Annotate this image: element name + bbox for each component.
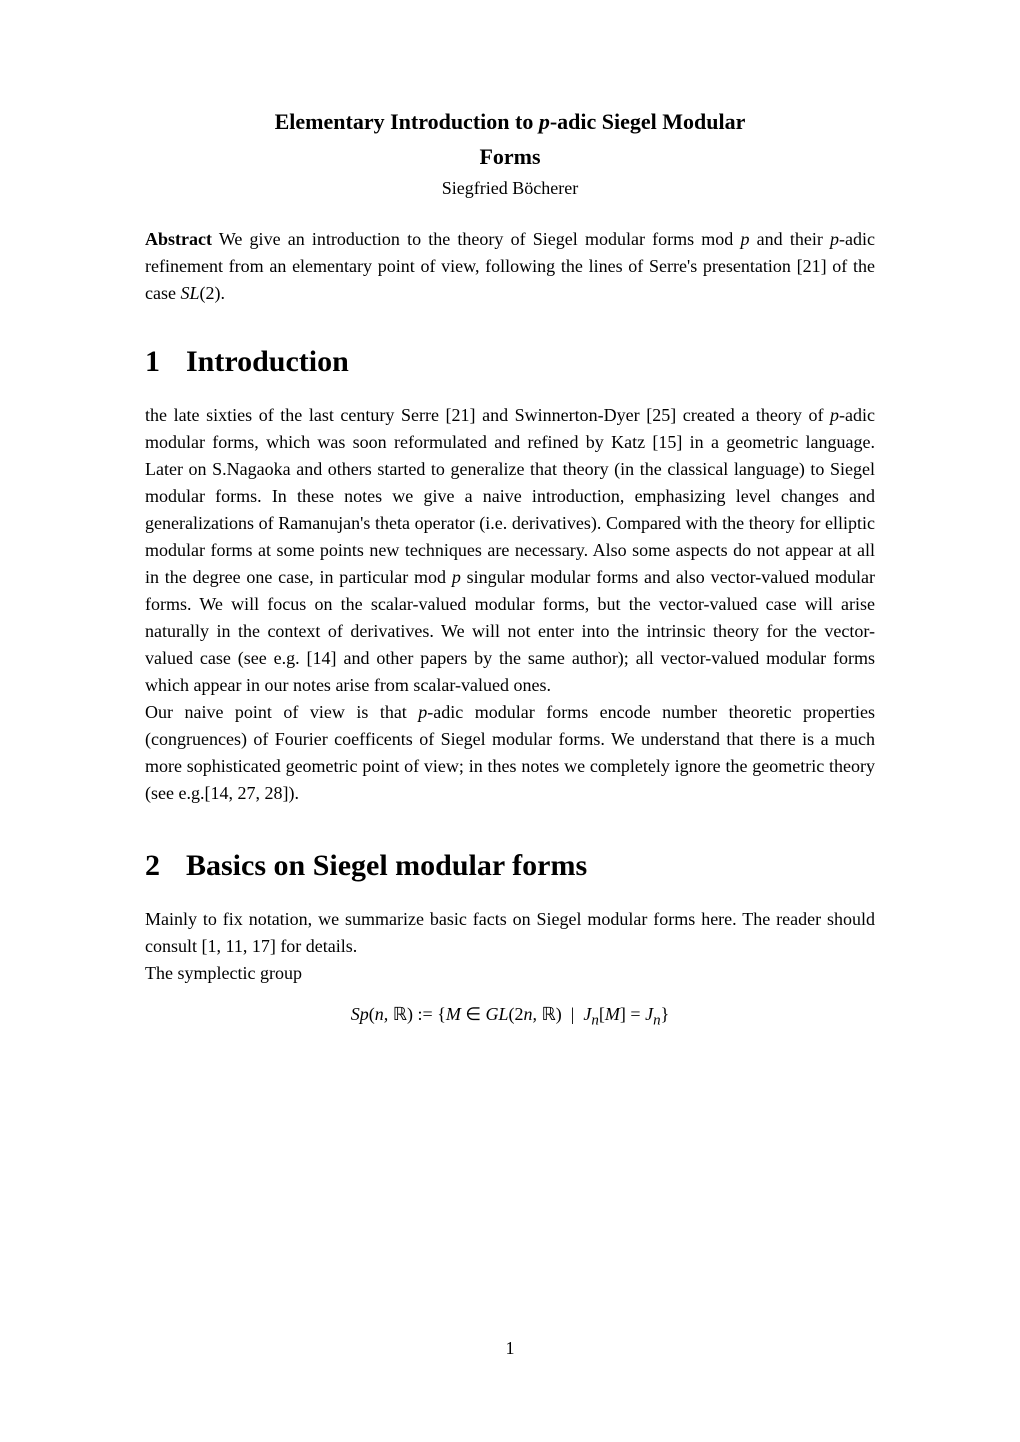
paper-author: Siegfried Böcherer: [145, 175, 875, 202]
paper-title-line2: Forms: [145, 140, 875, 173]
section-1-paragraph-1: the late sixties of the last century Ser…: [145, 402, 875, 699]
section-2-title: Basics on Siegel modular forms: [186, 849, 587, 882]
section-1-heading: 1 Introduction: [145, 339, 875, 384]
page-number: 1: [0, 1335, 1020, 1362]
section-1-paragraph-2: Our naive point of view is that p-adic m…: [145, 699, 875, 807]
section-2-number: 2: [145, 843, 160, 888]
section-1-number: 1: [145, 339, 160, 384]
section-1-title: Introduction: [186, 345, 349, 378]
symplectic-group-formula: Sp(n, ℝ) := {M ∈ GL(2n, ℝ) | Jn[M] = Jn}: [145, 1001, 875, 1032]
section-2-paragraph-2: The symplectic group: [145, 960, 875, 987]
abstract-label: Abstract: [145, 229, 212, 249]
paper-title-line1: Elementary Introduction to p-adic Siegel…: [145, 105, 875, 138]
abstract-text: We give an introduction to the theory of…: [145, 229, 875, 303]
section-2-paragraph-1: Mainly to fix notation, we summarize bas…: [145, 906, 875, 960]
abstract-paragraph: Abstract We give an introduction to the …: [145, 226, 875, 307]
section-2-heading: 2 Basics on Siegel modular forms: [145, 843, 875, 888]
title-text-1: Elementary Introduction to p-adic Siegel…: [275, 109, 746, 134]
